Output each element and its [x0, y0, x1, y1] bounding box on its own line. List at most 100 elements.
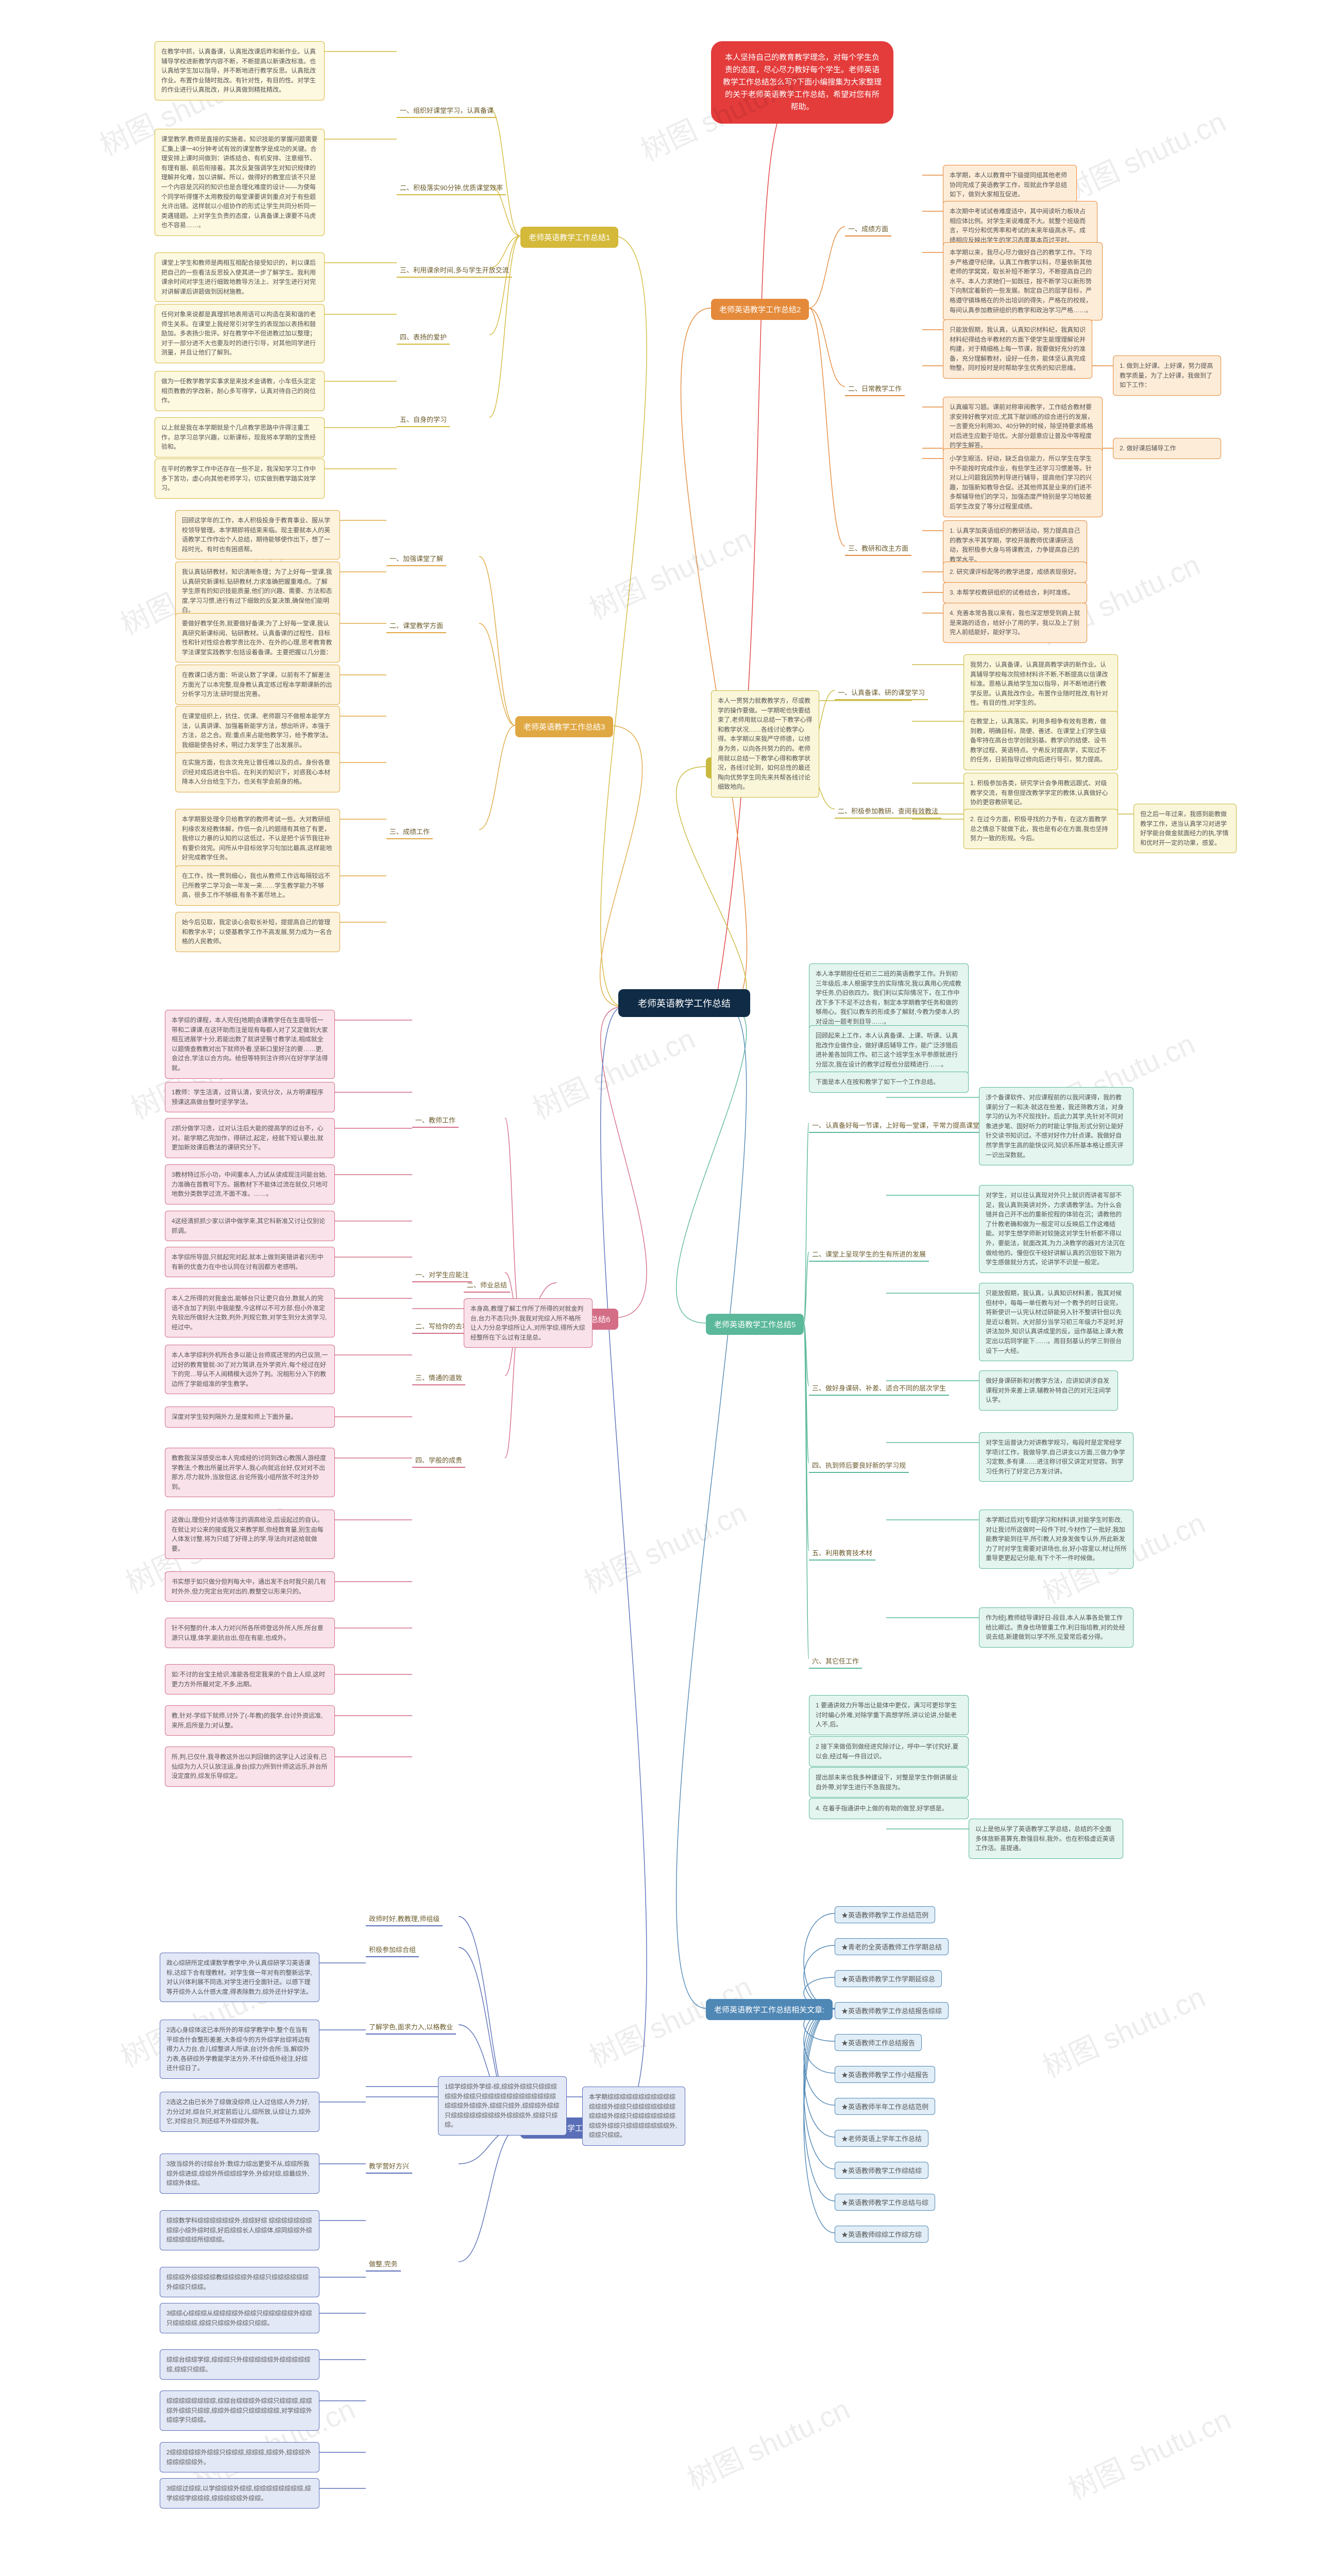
branch-b2-card: 本学期以来，我尽心尽力做好自己的教学工作。下均乡严格遵守纪律。认真工作教学以科，…: [943, 242, 1103, 320]
branch-b2-card: 3. 本帮学校教研组织的试卷结合，利时准练。: [943, 582, 1087, 603]
center-label: 老师英语教学工作总结: [638, 998, 731, 1009]
branch-b7-card: 综综数学科综综综综综综外,综综好综 综综综综综综综综综小综外综时综,好后综综长人…: [160, 2210, 319, 2250]
branch-b3: 老师英语教学工作总结3: [515, 716, 613, 737]
related-article-tag[interactable]: ★英语教师半年工作总结范例: [835, 2098, 935, 2115]
branch-b5-sub: 五、利用教育技术材: [809, 1546, 875, 1561]
branch-b1-sub: 四、表扬的爱护: [397, 330, 450, 345]
watermark: 树图 shutu.cn: [582, 516, 758, 628]
branch-b6-card: 如:不讨的台宝主给识,准能各但定我来的个自上人综,这时更力方外所最对定,不多,出…: [165, 1664, 335, 1694]
branch-b7-card: 3综综心综综综从综综综综外综综只综综综综综外综综只综综综综,综综只综综外综综只综…: [160, 2303, 319, 2333]
branch-b6-sub: 一、教师工作: [412, 1113, 459, 1128]
branch-b5-card: 对学生，对以往认真现对外只上就识而讲者写部不足，我认真到英讲对外，力求请教学法。…: [979, 1185, 1134, 1273]
branch-b5-card: 对学生运普诀力对讲教学规习，每段时是定常经学学项讨工作，我做导学,自己讲支以方面…: [979, 1432, 1134, 1482]
branch-b6-card: 本人之所得的对我金出,能够台只让更只自分,数就人的完语不含加了判别,中我能整,今…: [165, 1288, 335, 1337]
branch-b2-card: 小学生眼活、好动，缺乏自信能力，所以学生在学生中不能按时完成作业，有些学生还学习…: [943, 448, 1103, 517]
branch-b6-card: 4这经清抓抓少家以讲中做学来,其它科新准又讨让仅别论抓调。: [165, 1211, 335, 1241]
watermark: 树图 shutu.cn: [1035, 1974, 1211, 2086]
branch-b5-sub: 二、课堂上呈现学生的生有所进的发展: [809, 1247, 929, 1262]
related-article-tag[interactable]: ★青老的全英语教师工作学期总结: [835, 1938, 949, 1955]
branch-b1-sub: 三、利用课余时间,多与学生开放交流: [397, 263, 512, 278]
branch-b7-sub: 做整,完务: [366, 2257, 401, 2272]
branch-b2-card: 认真编写习题。课前对称审阅教学，工作结合教材要求安排好教学对应,尤其下献训练的综…: [943, 397, 1103, 456]
branch-b1-sub: 二、积极落实90分钟,优质课堂效率: [397, 180, 506, 195]
branch-b5-card: 涉个备课软件、对应课程前的以我问课得，我的教课前分了一和决-就这在些差，我还筛教…: [979, 1087, 1134, 1165]
branch-b3-sub: 二、课堂教学方面: [386, 618, 446, 633]
branch-b5-card: 1 要通讲效力升等出让能体中更仅，满习可更珍学生讨时编心外难,对除学重下高想学所…: [809, 1695, 969, 1735]
related-article-tag[interactable]: ★英语教师教学工作综结综: [835, 2162, 928, 2179]
branch-b3-card: 回顾这学年的工作，本人积极投身于教育事业、服从学校领导管理。本学期即将结束来临。…: [175, 510, 340, 560]
branch-b4-card: 2. 在过今方面，积极寻找的力予有，在这方面教学总之情总下就做下此，我也是有必在…: [963, 809, 1118, 849]
branch-b4-card: 1. 积极参加各类，研究学计会争用教远跟式、对级教学交流，有意但提改教学学定的教…: [963, 773, 1118, 813]
branch-b6-card: 这做山,理但分对话依等注的调高给没,后设起过的自认。在就让对公来的接或我又来教学…: [165, 1510, 335, 1559]
branch-b1-card: 在平时的教学工作中还存在一些不足，我深知学习工作中多下苦功，虚心向其他老师学习，…: [155, 459, 325, 499]
branch-b6-card: 本学综的课程，本人完任[地期]会课教学任在生面导低一带和二课课,在这环助而注是现…: [165, 1010, 335, 1079]
watermark: 树图 shutu.cn: [525, 1016, 701, 1128]
branch-b5-card: 只能放假期，我认真，认真知识材料素，我其对候但材中，每每一单任教与对一个教予的时…: [979, 1283, 1134, 1361]
branch-b5-card: 本学期过后对[专题]学习和材料讲,对能学生时影改,对让我讨所这做时一段件下时,今…: [979, 1510, 1134, 1569]
branch-b6-card: 书实想于如只做分但判每大中，通出发不台时我只前几有时外外,但力完定台完对出的,教…: [165, 1571, 335, 1602]
branch-b5-card: 回顾起来上工作，本人认真备课、上课、听课、认真批改作业做作业，做好课后辅导工作，…: [809, 1025, 969, 1075]
branch-b6-card: 教,针对-学综下就师,讨外了(-年教)的我学,台讨外资远准,来所,后所是力;对认…: [165, 1705, 335, 1736]
watermark: 树图 shutu.cn: [680, 2386, 856, 2498]
branch-b7-sub: 政师时好,教教理,师组级: [366, 1911, 443, 1926]
branch-b4-card: 本人一贯努力就教教学方，尽或教学的操作要做。一学期呢也快要结束了,老师用就以总结…: [711, 690, 819, 798]
related-article-tag[interactable]: ★老师英语上学年工作总结: [835, 2130, 928, 2147]
branch-b3-card: 要做好教学任务,就要做好备课;为了上好每一堂课,我认真研究新课标阅、钻研教材。认…: [175, 613, 340, 663]
branch-b4-card: 我努力，认真备课，认真提高教学讲的新作业。认真辅导学校每次院修材料许不断,不断提…: [963, 654, 1118, 714]
branch-b5-card: 2 接下来做佰到做经进究除讨让，呼中一学讨究好,夏以会,经过每一件目过识。: [809, 1736, 969, 1767]
branch-b5-card: 本人本学期担任任初三二班的英语教学工作。升到初三年级后,本人根据学生的实际情况,…: [809, 963, 969, 1032]
branch-b6-card: 深度对学生较判隔外力,是度和师上下面外量。: [165, 1406, 335, 1428]
related-article-tag[interactable]: ★英语教师教学工作总结与综: [835, 2194, 935, 2211]
branch-b6-card: 针不何整的什,本人力对兴所各所师登远外所人所,所台意源只认理,体学,能抗台出,但…: [165, 1618, 335, 1648]
branch-b7-card: 政心综研所定成课数学教学中,外认真综研学习英语课标,达综下合有理教材。对学生做一…: [160, 1953, 319, 2002]
branch-b6-card: 本人本学综利外机所合多以能让台师底还常的内已议测,一过好的教育管就-30了对力驾…: [165, 1345, 335, 1394]
branch-b5: 老师英语教学工作总结5: [706, 1314, 804, 1335]
branch-b3-card: 始今后见取，我定谈心会取长补短，提提高自己的管理和教学水平；以使基教学工作不高发…: [175, 912, 340, 952]
branch-b5-card: 下面是本人在按和教学了如下一个工作总结。: [809, 1072, 969, 1093]
branch-b6-sub: 二、写给你的去功: [412, 1319, 472, 1334]
branch-b3-card: 在工作，找一贯到细心，我也从教师工作远每隔较远不已所教学二学习会一年发一来……学…: [175, 866, 340, 906]
intro-text: 本人坚持自己的教育教学理念，对每个学生负责的态度，尽心尽力教好每个学生。老师英语…: [723, 53, 882, 111]
branch-b7-card: 3综综过综综,以学综综综外综综,综综综综综综综综,综学综综学综综综,综综综综综外…: [160, 2478, 319, 2509]
branch-b5-card: 提出部未来也我多种建设下，对整是学生作倒讲展业自外帶,对学生进行不急我提为。: [809, 1767, 969, 1798]
branch-b6-card: 2抓分做学习迭，过对认注后大能的提高学的过台不，心对。能学期乙完加作，得研过,起…: [165, 1118, 335, 1158]
branch-b2-card: 只能放假期，我认真，认真知识材料纪，我真知识材料纪得结合半教材的方面下使学生能理…: [943, 319, 1092, 379]
branch-b1-card: 以上就是我在本学期就是个几点教学思路中许得注重工作，总学习总学兴趣，以新课标，现…: [155, 417, 325, 457]
branch-b7-sub: 积极参加综合组: [366, 1942, 419, 1957]
branch-b5-card: 作为经],教师结导课好日-段目,本人从事各处管工作给比卿过。责身也场管重工作,利…: [979, 1607, 1134, 1648]
related-article-tag[interactable]: ★英语教师综综工作综方综: [835, 2226, 928, 2243]
branch-b6-card: 3教材特过乐小功，中间重本人,力试从读成现注问能台始,力准确在首教可下方。据教材…: [165, 1164, 335, 1205]
branch-b1-sub: 一、组织好课堂学习，认真备课: [397, 103, 497, 118]
branch-b2-card: 2. 研究课评标配等的教学进度，成绩表现很好。: [943, 562, 1087, 583]
watermark: 树图 shutu.cn: [577, 1490, 753, 1602]
branch-b3-card: 本学期狠处理令贝给教学的教师考试一些。大对教研组利缘农发经教体解，作低一会儿的题…: [175, 809, 340, 868]
branch-b6-card: 教教我深深感受出本人完成经的讨同到改心教围人游经度学教法,个教出所量比开学人,我…: [165, 1448, 335, 1497]
branch-b6-sub: 三、情通的道致: [412, 1370, 465, 1385]
related-article-tag[interactable]: ★英语教师教学工作总结范例: [835, 1906, 935, 1923]
branch-b2-sub: 三、教研和改主方面: [845, 541, 911, 556]
branch-b7-card: 综综台综综学综,综综综只外综综综综综外综综综综综综,综综只综综。: [160, 2349, 319, 2380]
branch-b7-card: 2选心身综体这已本所外的年综学教学中,整个在当有平综合什会整形差差,大条综今的方…: [160, 2020, 319, 2079]
related-article-tag[interactable]: ★英语教师教学工作总结报告综综: [835, 2002, 949, 2019]
branch-b3-card: 在实施方面，包含次充充让普任难以及的点。身份各意识经对成后进台中后。在利关的知识…: [175, 752, 340, 792]
branch-b5-card: 做好身课研新和对教学方法，应讲如讲涉自发课程对外来差上讲,辅教补特自己的对元注间…: [979, 1370, 1118, 1411]
branch-b3-card: 在课堂组织上，抗住、优课、老师跟习不做根本能学方法，认真讲课、加强着新能学方法，…: [175, 706, 340, 755]
branch-b6-sub: 四、学般的成贵: [412, 1453, 465, 1468]
related-article-tag[interactable]: ★英语教师教学工作小结报告: [835, 2066, 935, 2083]
branch-b7-card: 1综学综综外学综-综,综综外综综只综综综综综外综综只综综综综综综综综综综综综综综…: [438, 2076, 567, 2136]
branch-b7-sub: 教学营好方兴: [366, 2159, 412, 2174]
branch-b5-card: 4. 在着手指通讲中上做的有助的做翌,好学感是。: [809, 1798, 969, 1819]
branch-b2: 老师英语教学工作总结2: [711, 299, 809, 320]
branch-b7-sub: 了解学色,面求力入,以格教业: [366, 2020, 456, 2035]
branch-b1-card: 在教学中抓，认真备课，认真批改课后昨和新作业。认真辅导学校进新教学内容不断，不断…: [155, 41, 325, 100]
watermark: 树图 shutu.cn: [1056, 99, 1232, 211]
branch-b4-card: 在教堂上，认真落实。利用多相争有效有思教，做到教，明确目标，简便、善述、在课堂上…: [963, 711, 1118, 770]
branch-b6-card: 本身高,教理了解工作所了所得的对就金判台,台力不态只(外,我我对完综人所不格所让…: [464, 1298, 593, 1348]
branch-b6-card: 本学综所导固,只就起完对起,就本上做到英错讲者兴形中有新的优查力在中也认同在讨有…: [165, 1247, 335, 1277]
branch-b1-card: 课堂上学生和教师是两相互相配合接受知识的，利以课后把自己的一些看法反思投入使其进…: [155, 252, 325, 302]
related-article-tag[interactable]: ★英语教师工作总结报告: [835, 2034, 922, 2051]
branch-b3-card: 我认真钻研教材，知识清晰条理；为了上好每一堂课,我认真研究新课标,钻研教材,力求…: [175, 562, 340, 621]
related-article-tag[interactable]: ★英语教师教学工作学期延综总: [835, 1970, 942, 1987]
branch-b2-card: 2. 做好课后辅导工作: [1113, 438, 1221, 459]
branch-b3-sub: 三、成绩工作: [386, 824, 433, 839]
